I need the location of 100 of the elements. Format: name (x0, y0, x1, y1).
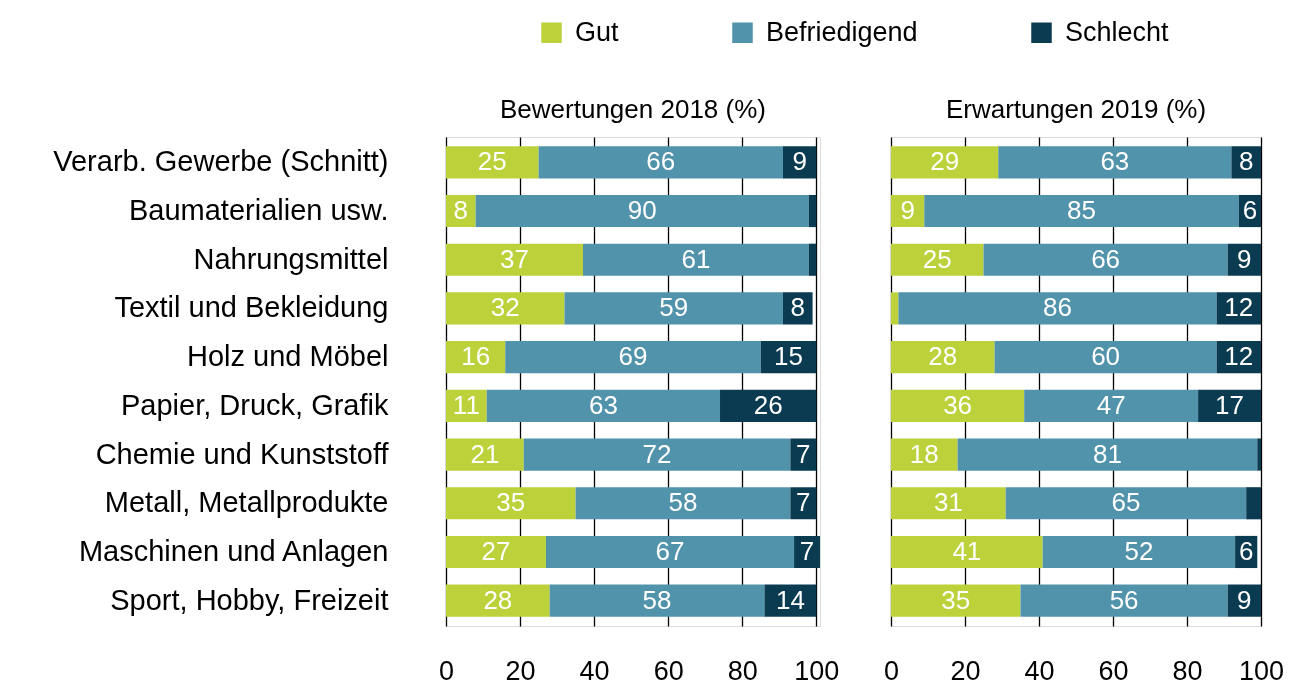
y-tick-label: Papier, Druck, Grafik (120, 388, 389, 421)
data-label: 8 (790, 292, 806, 323)
data-label: 9 (792, 146, 807, 177)
data-label: 67 (655, 535, 685, 566)
bar (505, 341, 761, 374)
data-label: 61 (681, 243, 711, 274)
x-tick-label: 80 (727, 655, 758, 686)
bar (1020, 584, 1228, 617)
y-tick-label: Baumaterialien usw. (128, 194, 389, 227)
data-label: 66 (646, 146, 676, 177)
bar (998, 146, 1232, 179)
y-tick-label: Sport, Hobby, Freizeit (110, 583, 389, 616)
y-tick-label: Holz und Möbel (187, 340, 389, 373)
data-label: 90 (627, 195, 657, 226)
data-label: 7 (799, 535, 815, 566)
legend-label: Schlecht (1065, 16, 1170, 47)
bar (1005, 487, 1247, 520)
y-tick-label: Maschinen und Anlagen (78, 534, 389, 567)
data-label: 7 (796, 487, 811, 518)
bar (924, 194, 1239, 228)
bar (891, 584, 1021, 617)
bar (808, 243, 817, 276)
bar (790, 487, 817, 520)
bar (891, 292, 899, 325)
bar (983, 243, 1228, 276)
bar (891, 438, 958, 471)
data-label: 63 (1100, 146, 1130, 177)
bar (891, 389, 1025, 422)
data-label: 9 (1237, 584, 1252, 615)
data-label: 27 (481, 535, 511, 566)
data-label: 36 (943, 389, 973, 420)
legend-label: Befriedigend (766, 16, 918, 47)
bar (446, 535, 546, 569)
bar (1042, 535, 1236, 569)
data-label: 63 (588, 389, 618, 420)
bar (446, 292, 565, 325)
data-label: 26 (753, 389, 783, 420)
data-label: 72 (642, 438, 672, 469)
bar (538, 146, 783, 179)
data-label: 86 (1043, 292, 1072, 323)
data-label: 32 (490, 292, 520, 323)
x-tick-label: 0 (883, 655, 900, 686)
data-label: 6 (1242, 195, 1258, 226)
x-tick-label: 60 (1098, 655, 1129, 686)
data-label: 37 (500, 243, 529, 274)
data-label: 81 (1092, 438, 1122, 469)
bar (549, 584, 765, 617)
bar (523, 438, 791, 471)
data-label: 59 (659, 292, 689, 323)
y-tick-label: Chemie und Kunststoff (95, 437, 390, 470)
data-label: 52 (1124, 535, 1154, 566)
chart-title: Erwartungen 2019 (%) (945, 94, 1207, 124)
data-label: 85 (1067, 195, 1097, 226)
y-tick-label: Nahrungsmittel (193, 242, 389, 275)
bar (1246, 487, 1261, 520)
bar (808, 194, 817, 228)
bar (475, 194, 809, 228)
data-label: 8 (453, 195, 469, 226)
data-label: 12 (1224, 292, 1254, 323)
bar (891, 341, 995, 374)
bar (1198, 389, 1261, 422)
x-tick-label: 20 (950, 655, 981, 686)
data-label: 56 (1109, 584, 1139, 615)
data-label: 8 (1238, 146, 1254, 177)
data-label: 25 (477, 146, 507, 177)
data-label: 12 (1224, 341, 1254, 372)
x-tick-label: 40 (1024, 655, 1055, 686)
data-label: 60 (1091, 341, 1121, 372)
data-label: 58 (668, 487, 698, 518)
x-tick-label: 80 (1172, 655, 1203, 686)
x-tick-label: 40 (579, 655, 610, 686)
data-label: 11 (452, 389, 480, 420)
bar (1257, 438, 1261, 471)
bar (891, 146, 999, 179)
data-label: 65 (1111, 487, 1141, 518)
y-tick-label: Textil und Bekleidung (114, 291, 389, 324)
data-label: 15 (774, 341, 803, 372)
data-label: 9 (1237, 243, 1252, 274)
bar (898, 292, 1217, 325)
bar (545, 535, 795, 569)
bar (891, 535, 1043, 569)
data-label: 9 (900, 195, 915, 226)
bar (446, 243, 584, 276)
bar (1024, 389, 1199, 422)
data-label: 69 (618, 341, 648, 372)
bar (994, 341, 1217, 374)
bar (957, 438, 1258, 471)
y-tick-label: Verarb. Gewerbe (Schnitt) (53, 145, 389, 178)
bar (790, 438, 817, 471)
data-label: 35 (496, 487, 526, 518)
bar (891, 243, 984, 276)
data-label: 29 (930, 146, 960, 177)
x-tick-label: 100 (794, 655, 840, 686)
bar (564, 292, 783, 325)
bar (583, 243, 809, 276)
data-label: 66 (1091, 243, 1121, 274)
legend-label: Gut (575, 16, 620, 47)
data-label: 21 (470, 438, 500, 469)
data-label: 41 (952, 535, 982, 566)
data-label: 28 (928, 341, 958, 372)
